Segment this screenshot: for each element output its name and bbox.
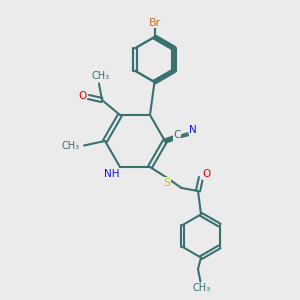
Text: C: C: [173, 130, 181, 140]
Text: CH₃: CH₃: [61, 140, 80, 151]
Text: O: O: [203, 169, 211, 179]
Text: Br: Br: [148, 18, 160, 28]
Text: NH: NH: [104, 169, 119, 178]
Text: CH₃: CH₃: [92, 71, 110, 81]
Text: N: N: [189, 125, 197, 135]
Text: S: S: [164, 178, 171, 188]
Text: CH₃: CH₃: [193, 283, 211, 293]
Text: O: O: [78, 91, 87, 100]
